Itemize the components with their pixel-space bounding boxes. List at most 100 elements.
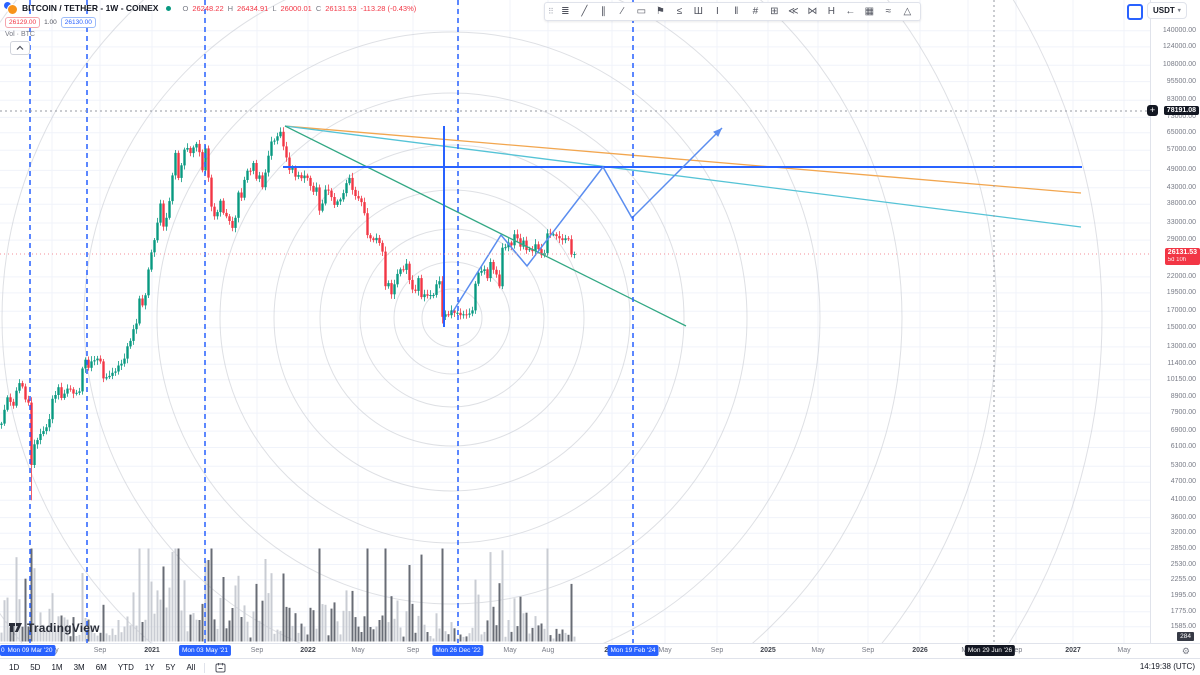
candles	[0, 127, 576, 501]
gann-fan-icon[interactable]: ≪	[788, 5, 799, 17]
add-alert-plus-icon[interactable]: +	[1147, 105, 1158, 116]
time-tick-label: Sep	[93, 647, 107, 654]
drawing-toolbar: ⠿ ≣ ╱ ∥ ∕ ▭ ⚑ ≤ Ш I ‖ # ⊞ ≪ ⋈ H ← ▦ ≈ △	[544, 2, 921, 21]
high-label: H	[227, 3, 234, 13]
price-axis[interactable]: 78191.08 26131.53 5d 10h 284 140000.00 12…	[1150, 0, 1200, 643]
price-tick-label: 38000.00	[1166, 200, 1196, 207]
price-tick-label: 140000.00	[1162, 27, 1196, 34]
price-tick-label: 1995.00	[1170, 592, 1196, 599]
go-to-date-icon[interactable]	[214, 662, 226, 674]
range-button-3m[interactable]: 3M	[73, 663, 85, 672]
chevron-up-icon	[16, 45, 24, 50]
watermark-brand: TradingView	[27, 620, 100, 635]
ray-line-icon[interactable]: ∕	[621, 5, 624, 17]
time-tick-label: Sep	[250, 647, 264, 654]
time-tick-label: May	[351, 647, 365, 654]
trend-line-tool-icon[interactable]: ╱	[581, 5, 588, 17]
price-tick-label: 124000.00	[1162, 43, 1196, 50]
price-tick-label: 3600.00	[1170, 514, 1196, 521]
pattern-grid-icon[interactable]: ▦	[864, 5, 875, 17]
crosshair-date-tag: Mon 29 Jun '26	[964, 645, 1016, 656]
range-button-5y[interactable]: 5Y	[165, 663, 176, 672]
toolbar-divider	[204, 662, 206, 673]
tradingview-watermark: TradingView	[8, 620, 100, 635]
price-tick-label: 73000.00	[1166, 113, 1196, 120]
date-range-icon[interactable]: ‖	[734, 5, 739, 17]
price-tick-label: 95500.00	[1166, 78, 1196, 85]
toolbar-drag-handle-icon[interactable]: ⠿	[548, 6, 554, 16]
time-tick-label: May	[658, 647, 672, 654]
price-tick-label: 22000.00	[1166, 273, 1196, 280]
elliott-wave-icon[interactable]: Ш	[693, 5, 703, 17]
drawing-date-tag[interactable]: Mon 26 Dec '22	[432, 645, 484, 656]
ohlc-values: O 26248.22 H 26434.91 L 26000.01 C 26131.53 …	[182, 4, 416, 13]
symbol-title[interactable]: BITCOIN / TETHER - 1W - COINEX	[22, 3, 159, 13]
drawing-date-tag[interactable]: Mon 03 May '21	[178, 645, 232, 656]
time-tick-label: May	[811, 647, 825, 654]
fixed-grid-icon[interactable]: ⊞	[770, 5, 779, 17]
time-tick-label: 2026	[912, 647, 928, 654]
clock-utc[interactable]: 14:19:38 (UTC)	[1139, 662, 1195, 671]
drawings	[0, 0, 1150, 643]
gann-square-icon[interactable]: #	[752, 5, 759, 17]
price-tick-label: 2255.00	[1170, 576, 1196, 583]
price-tick-label: 6900.00	[1170, 427, 1196, 434]
drawing-date-tag[interactable]: Mon 19 Feb '24	[607, 645, 659, 656]
low-label: L	[272, 3, 277, 13]
arrow-marker-icon[interactable]: ←	[845, 5, 856, 17]
zigzag-line-icon[interactable]: ≈	[885, 5, 892, 17]
chevron-down-icon: ▾	[1177, 8, 1181, 14]
pane-expand-button[interactable]	[10, 41, 30, 55]
volume-bars	[0, 548, 576, 642]
trend-line-downtrend-green	[284, 125, 687, 327]
time-tick-label: Sep	[710, 647, 724, 654]
price-tick-label: 1775.00	[1170, 608, 1196, 615]
flag-mark-icon[interactable]: ⚑	[655, 5, 665, 17]
price-tick-label: 10150.00	[1166, 376, 1196, 383]
time-tick-label: Sep	[406, 647, 420, 654]
head-shoulders-icon[interactable]: H	[827, 5, 835, 17]
popout-window-icon[interactable]	[1127, 4, 1143, 20]
drawing-date-tag[interactable]: Mon 09 Mar '20	[4, 645, 56, 656]
settings-gear-icon[interactable]: ⚙	[1181, 646, 1190, 656]
close-value: 26131.53	[325, 3, 357, 13]
price-tick-label: 3200.00	[1170, 529, 1196, 536]
triangle-pattern-icon[interactable]: △	[903, 5, 912, 17]
sell-button[interactable]: 26129.00	[5, 17, 41, 28]
range-button-ytd[interactable]: YTD	[117, 663, 134, 672]
range-button-5d[interactable]: 5D	[30, 663, 41, 672]
range-button-1m[interactable]: 1M	[51, 663, 63, 672]
price-tick-label: 43000.00	[1166, 184, 1196, 191]
price-range-icon[interactable]: I	[715, 5, 719, 17]
time-axis[interactable]: ⚙ 02MaySep2021Sep2022MaySepMayAug2024May…	[0, 643, 1200, 659]
last-price-value: 26131.53	[1167, 249, 1197, 256]
price-tick-label: 8900.00	[1170, 393, 1196, 400]
volume-legend: Vol · BTC	[5, 31, 35, 38]
rectangle-tool-icon[interactable]: ▭	[636, 5, 647, 17]
open-label: O	[182, 3, 189, 13]
trade-widget: 26129.00 1.00 26130.00	[5, 17, 96, 28]
buy-button[interactable]: 26130.00	[60, 17, 96, 28]
bar-countdown: 5d 10h	[1167, 257, 1187, 263]
xabcd-pattern-icon[interactable]: ⋈	[807, 5, 818, 17]
market-status-dot-icon	[166, 5, 172, 11]
trend-line-resistance-cyan	[284, 125, 1082, 228]
chart-canvas[interactable]	[0, 0, 1150, 643]
parallel-channel-icon[interactable]: ∥	[600, 5, 606, 17]
currency-selector-button[interactable]: USDT ▾	[1147, 2, 1187, 19]
range-button-1d[interactable]: 1D	[9, 663, 20, 672]
trend-line-resistance-orange	[284, 125, 1082, 194]
price-tick-label: 19500.00	[1166, 289, 1196, 296]
price-tick-label: 108000.00	[1162, 61, 1196, 68]
range-button-1y[interactable]: 1Y	[144, 663, 155, 672]
wedge-pattern-icon[interactable]: ≤	[676, 5, 683, 17]
multi-line-tool-icon[interactable]: ≣	[561, 5, 570, 17]
range-button-all[interactable]: All	[186, 663, 196, 672]
low-value: 26000.01	[280, 3, 312, 13]
time-tick-label: Sep	[861, 647, 875, 654]
symbol-legend: BITCOIN / TETHER - 1W - COINEX O 26248.22…	[4, 2, 416, 15]
range-button-6m[interactable]: 6M	[95, 663, 107, 672]
price-tick-label: 57000.00	[1166, 146, 1196, 153]
price-tick-label: 5300.00	[1170, 462, 1196, 469]
